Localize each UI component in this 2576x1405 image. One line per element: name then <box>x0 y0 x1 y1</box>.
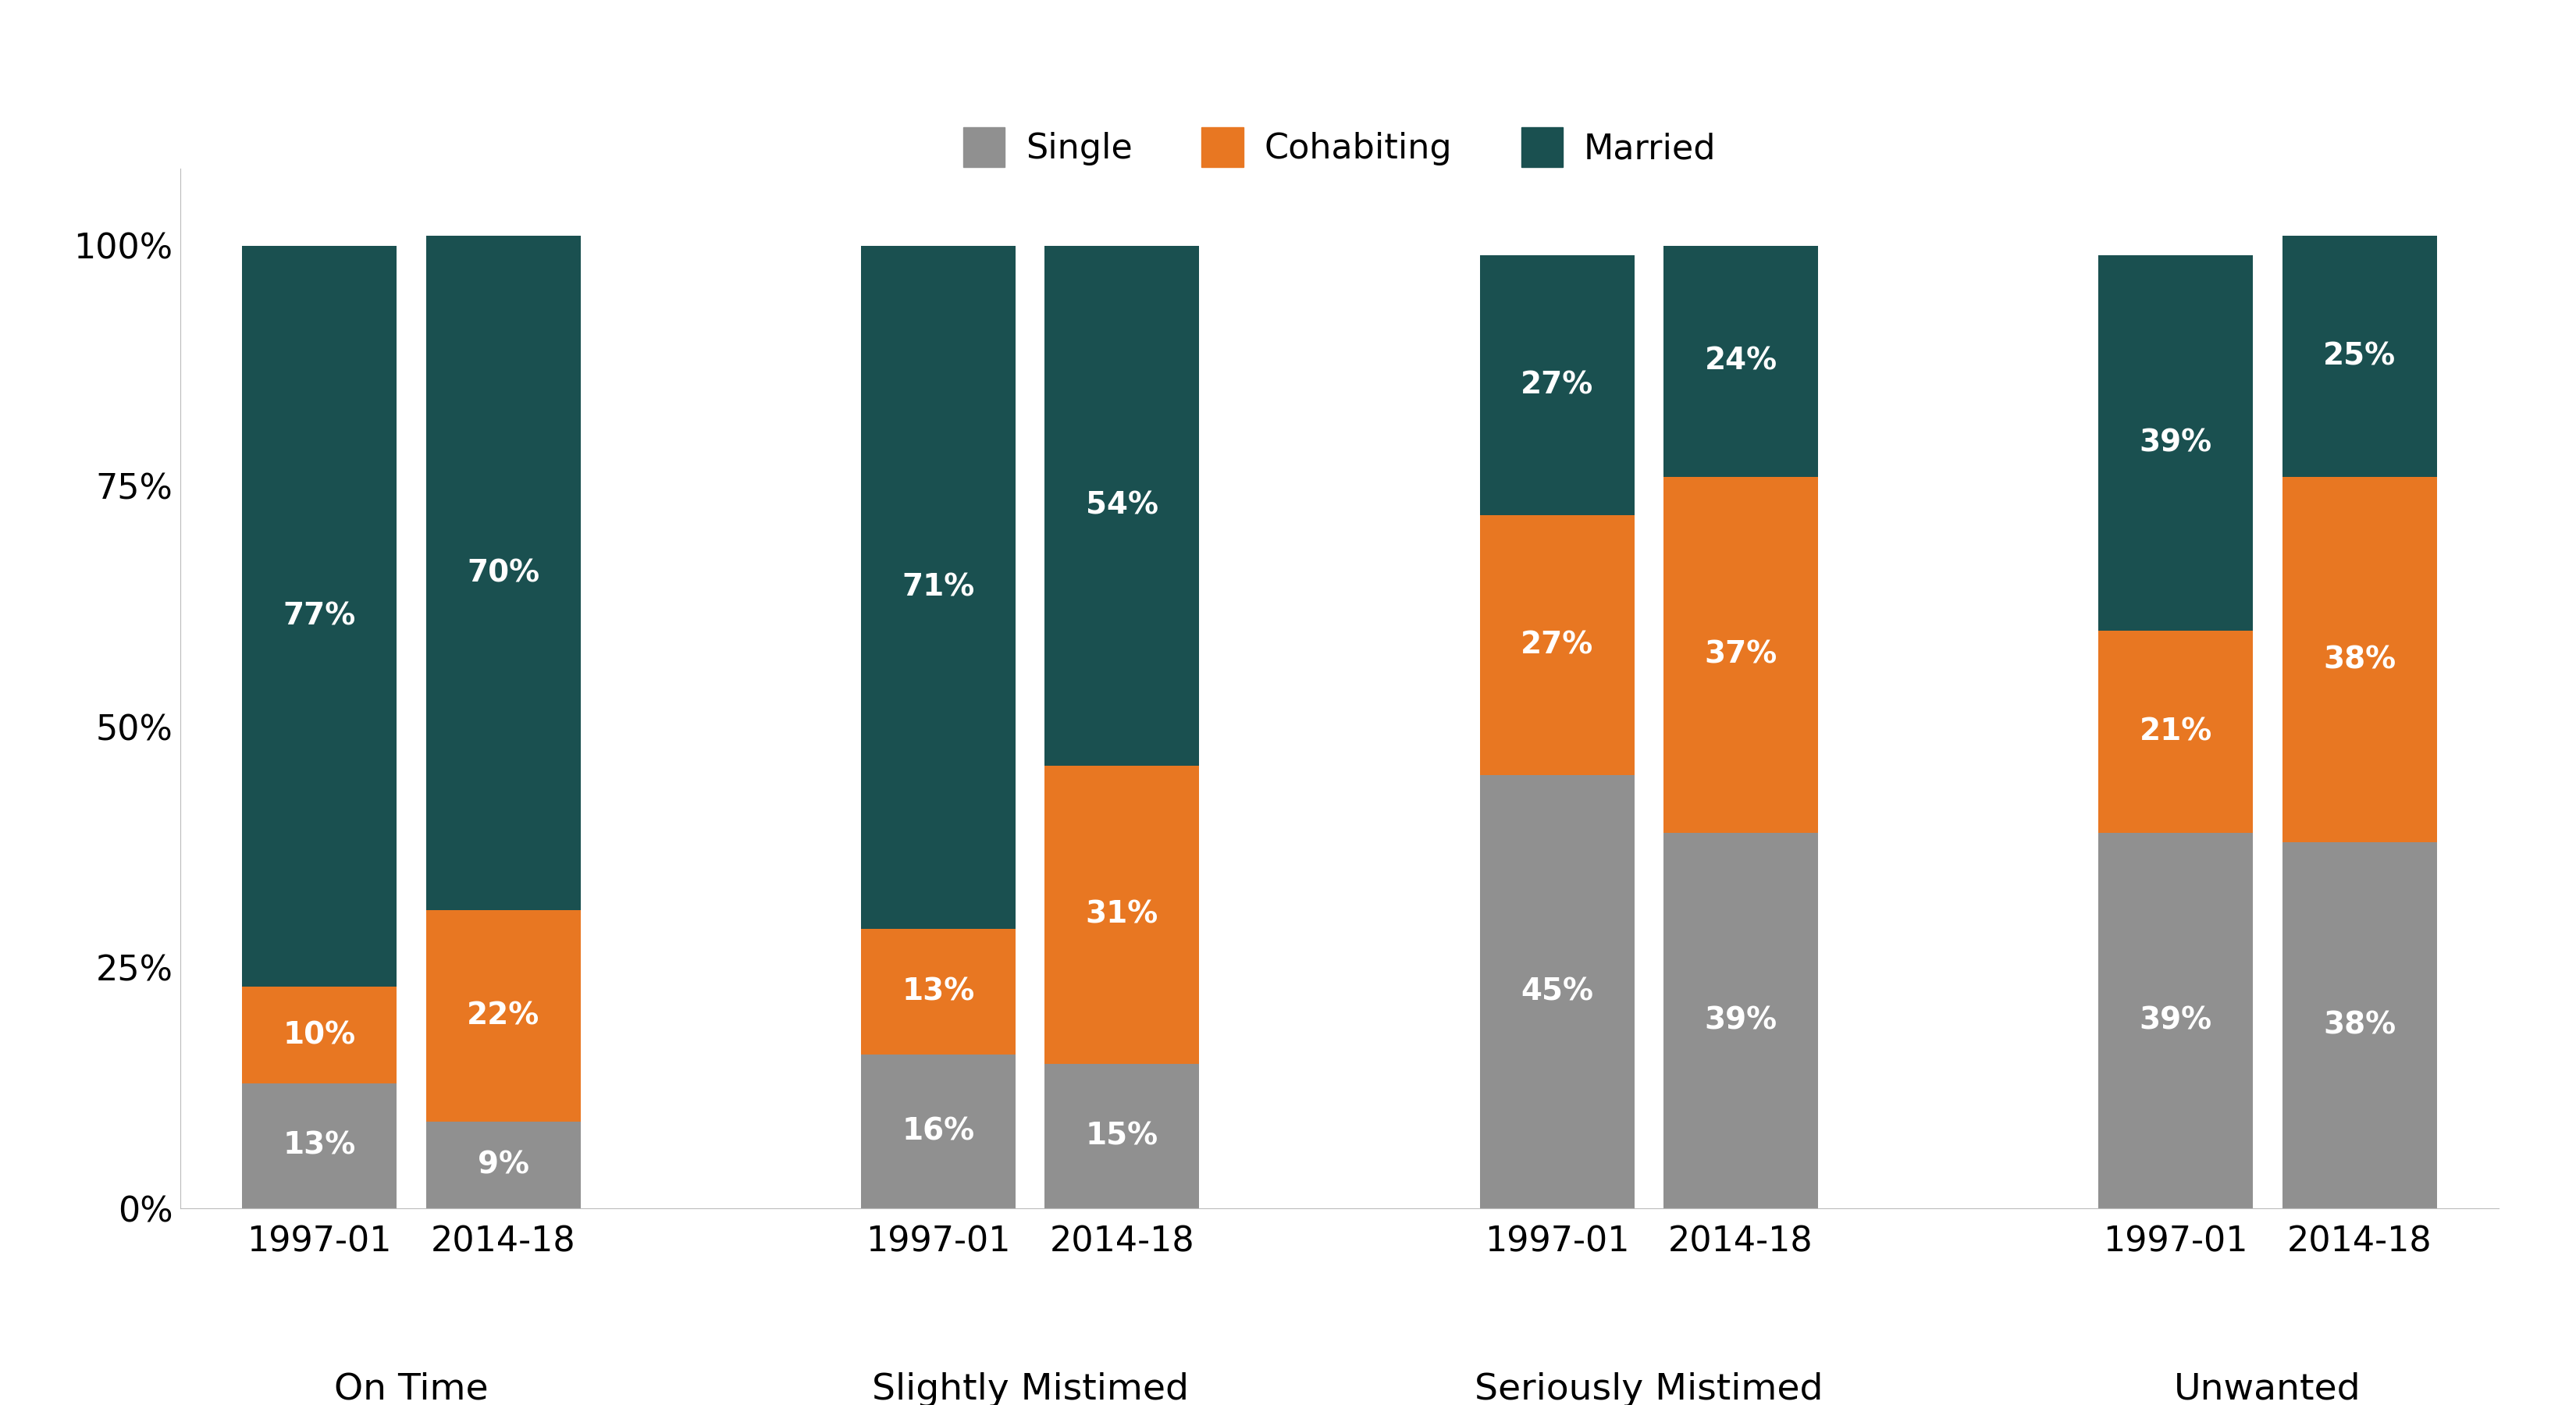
Bar <box>425 236 580 910</box>
Text: Slightly Mistimed: Slightly Mistimed <box>871 1371 1188 1405</box>
Bar <box>1046 246 1200 766</box>
Text: 10%: 10% <box>283 1020 355 1050</box>
Text: 16%: 16% <box>902 1117 974 1146</box>
Text: 22%: 22% <box>466 1000 538 1031</box>
Text: 21%: 21% <box>2141 717 2213 746</box>
Bar <box>1046 1064 1200 1208</box>
Text: Seriously Mistimed: Seriously Mistimed <box>1473 1371 1824 1405</box>
Text: 13%: 13% <box>283 1131 355 1161</box>
Bar <box>2099 833 2254 1208</box>
Text: 45%: 45% <box>1520 976 1595 1006</box>
Text: 24%: 24% <box>1705 346 1777 377</box>
Bar <box>425 1121 580 1208</box>
Bar <box>242 246 397 986</box>
Text: 38%: 38% <box>2324 645 2396 674</box>
Text: 25%: 25% <box>2324 341 2396 371</box>
Bar <box>1046 766 1200 1064</box>
Legend: Single, Cohabiting, Married: Single, Cohabiting, Married <box>948 114 1731 181</box>
Bar <box>1664 833 1819 1208</box>
Text: 54%: 54% <box>1084 490 1159 520</box>
Text: 39%: 39% <box>2141 1006 2213 1035</box>
Text: 39%: 39% <box>2141 429 2213 458</box>
Text: 77%: 77% <box>283 601 355 631</box>
Text: 9%: 9% <box>477 1151 528 1180</box>
Text: 38%: 38% <box>2324 1010 2396 1040</box>
Bar <box>2282 476 2437 843</box>
Bar <box>1664 476 1819 833</box>
Text: 70%: 70% <box>466 558 538 587</box>
Text: Unwanted: Unwanted <box>2174 1371 2362 1405</box>
Bar <box>2282 236 2437 476</box>
Text: 15%: 15% <box>1084 1121 1159 1151</box>
Text: 27%: 27% <box>1520 371 1595 400</box>
Bar <box>425 910 580 1121</box>
Bar <box>2099 256 2254 631</box>
Text: 71%: 71% <box>902 573 974 603</box>
Bar <box>2282 843 2437 1208</box>
Bar <box>1479 516 1633 776</box>
Bar <box>242 1083 397 1208</box>
Bar <box>1479 256 1633 516</box>
Text: 37%: 37% <box>1705 639 1777 670</box>
Text: 27%: 27% <box>1520 631 1595 660</box>
Text: 31%: 31% <box>1084 899 1159 930</box>
Bar <box>242 986 397 1083</box>
Bar <box>860 929 1015 1054</box>
Bar <box>2099 631 2254 833</box>
Text: 39%: 39% <box>1705 1006 1777 1035</box>
Text: On Time: On Time <box>335 1371 489 1405</box>
Bar <box>860 1054 1015 1208</box>
Bar <box>860 246 1015 929</box>
Bar <box>1479 776 1633 1208</box>
Bar <box>1664 246 1819 476</box>
Text: 13%: 13% <box>902 976 974 1006</box>
